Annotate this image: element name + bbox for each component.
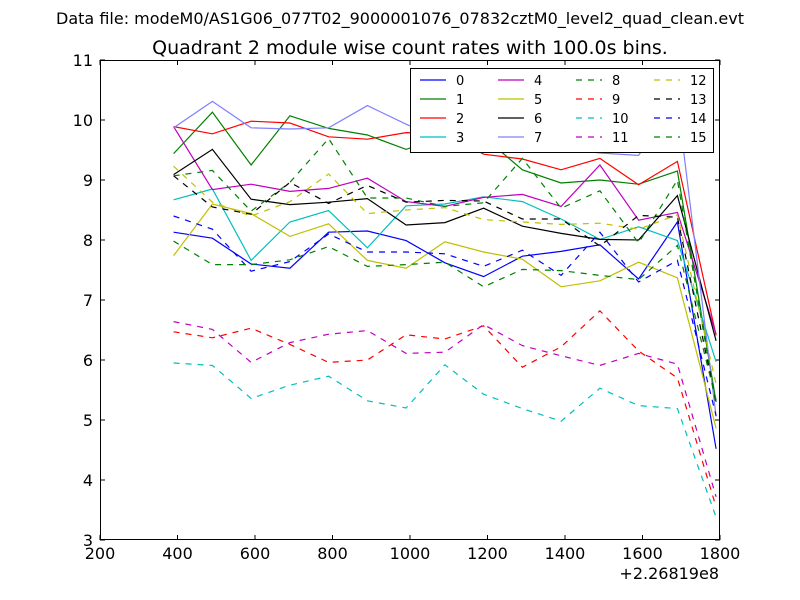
plot-frame: [100, 60, 720, 540]
series-line-14: [173, 215, 717, 416]
legend-label-0: 0: [456, 74, 464, 89]
legend-label-1: 1: [456, 93, 464, 108]
y-tick-label: 11: [73, 51, 93, 70]
legend-label-14: 14: [690, 112, 707, 127]
y-tick-label: 8: [83, 231, 93, 250]
legend-box: [410, 68, 714, 153]
x-tick-label: 1600: [622, 544, 663, 563]
series-line-13: [173, 175, 717, 403]
legend-label-4: 4: [534, 74, 542, 89]
series-line-6: [173, 148, 717, 341]
legend-label-5: 5: [534, 93, 542, 108]
axis-ticks: 200 400 600 800 1000 1200 1400 1600 1800 3 4 5 6 7 8 9 1…: [73, 51, 741, 563]
x-tick-label: 1400: [545, 544, 586, 563]
legend-label-10: 10: [612, 112, 629, 127]
legend-label-2: 2: [456, 112, 464, 127]
x-tick-label: 1800: [700, 544, 741, 563]
series-line-3: [173, 188, 717, 362]
y-tick-label: 3: [83, 531, 93, 550]
y-tick-label: 5: [83, 411, 93, 430]
series-line-10: [173, 362, 717, 518]
x-tick-label: 1000: [390, 544, 431, 563]
legend-label-6: 6: [534, 112, 542, 127]
series-line-8: [173, 137, 717, 406]
series-line-0: [173, 220, 717, 449]
legend-label-3: 3: [456, 131, 464, 146]
legend-label-7: 7: [534, 131, 542, 146]
y-tick-label: 6: [83, 351, 93, 370]
series-line-5: [173, 203, 717, 429]
series-line-12: [173, 165, 717, 385]
x-tick-label: 200: [85, 544, 116, 563]
x-tick-label: 400: [162, 544, 193, 563]
y-tick-label: 10: [73, 111, 93, 130]
x-tick-label: 1200: [467, 544, 508, 563]
y-tick-label: 7: [83, 291, 93, 310]
legend-label-11: 11: [612, 131, 629, 146]
series-line-11: [173, 321, 717, 497]
x-tick-label: 600: [240, 544, 271, 563]
series-line-9: [173, 309, 717, 508]
y-tick-label: 4: [83, 471, 93, 490]
x-tick-label: 800: [317, 544, 348, 563]
series-line-15: [173, 240, 717, 401]
data-series-group: [173, 98, 717, 518]
datafile-label: Data file: modeM0/AS1G06_077T02_90000010…: [56, 9, 744, 29]
x-offset-label: +2.26819e8: [619, 564, 719, 583]
legend-label-9: 9: [612, 93, 620, 108]
legend-label-15: 15: [690, 131, 707, 146]
legend-label-13: 13: [690, 93, 707, 108]
legend-label-12: 12: [690, 74, 707, 89]
y-tick-label: 9: [83, 171, 93, 190]
legend-label-8: 8: [612, 74, 620, 89]
series-line-4: [173, 126, 717, 335]
chart-title: Quadrant 2 module wise count rates with …: [152, 37, 668, 59]
